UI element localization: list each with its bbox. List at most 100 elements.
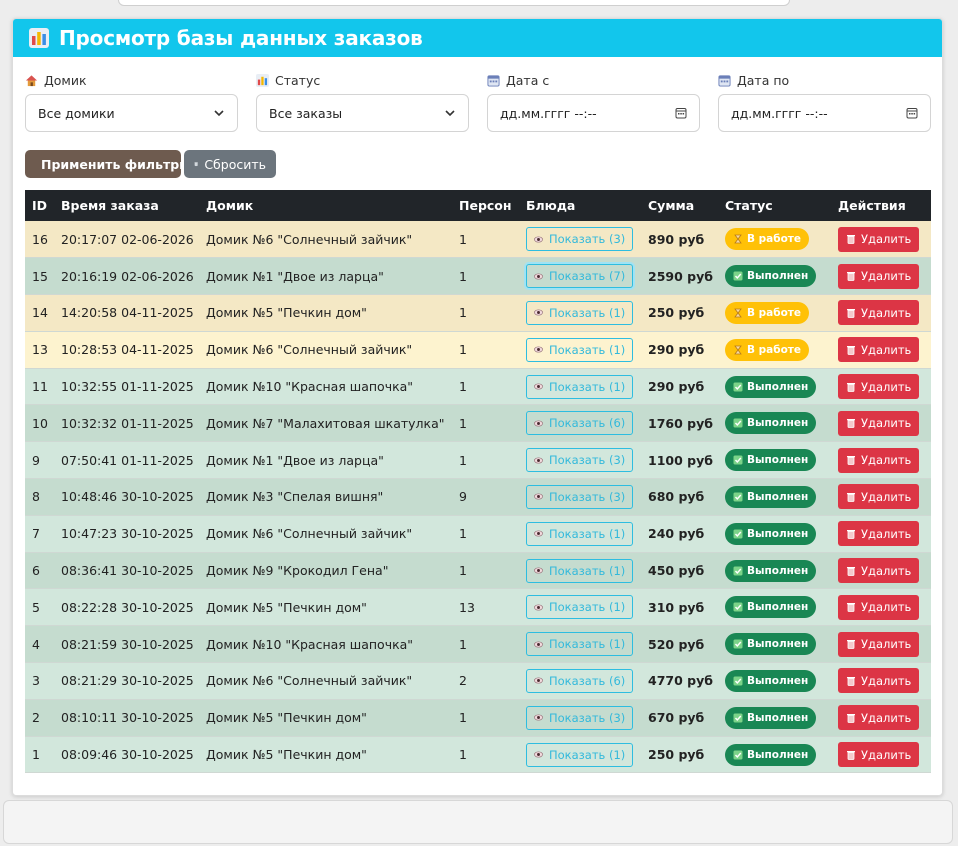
col-time: Время заказа <box>54 190 199 221</box>
delete-button[interactable]: Удалить <box>838 300 920 326</box>
trash-icon <box>847 713 855 723</box>
delete-button[interactable]: Удалить <box>838 447 920 473</box>
cell-time: 08:09:46 30-10-2025 <box>54 736 199 774</box>
date-from-input[interactable]: дд.мм.гггг --:-- <box>487 94 700 132</box>
cell-time: 10:32:32 01-11-2025 <box>54 404 199 443</box>
table-row: 10 10:32:32 01-11-2025 Домик №7 "Малахитов… <box>25 404 931 443</box>
table-row: 8 10:48:46 30-10-2025 Домик №3 "Спелая виш… <box>25 478 931 516</box>
trash-icon <box>847 529 855 539</box>
status-badge: В работе <box>725 338 810 361</box>
delete-button[interactable]: Удалить <box>838 631 920 657</box>
eye-icon <box>534 567 543 574</box>
cell-time: 08:36:41 30-10-2025 <box>54 552 199 590</box>
show-dishes-button[interactable]: Показать (1) <box>526 300 634 325</box>
delete-button[interactable]: Удалить <box>838 374 920 400</box>
cell-house: Домик №5 "Печкин дом" <box>199 294 452 332</box>
cell-id: 5 <box>25 588 54 627</box>
status-select-value: Все заказы <box>269 105 343 121</box>
delete-button[interactable]: Удалить <box>838 410 920 436</box>
show-dishes-button[interactable]: Показать (3) <box>526 484 634 509</box>
apply-filters-button[interactable]: Применить фильтры <box>25 150 190 178</box>
trash-icon <box>194 162 198 166</box>
house-select[interactable]: Все домики <box>25 94 238 132</box>
date-to-input[interactable]: дд.мм.гггг --:-- <box>718 94 931 132</box>
trash-icon <box>847 603 855 613</box>
cell-time: 08:21:59 30-10-2025 <box>54 625 199 664</box>
cell-status: Выполнен <box>718 404 831 443</box>
calendar-icon[interactable] <box>906 107 918 119</box>
cell-persons: 1 <box>452 441 519 480</box>
status-badge: Выполнен <box>725 412 817 435</box>
show-dishes-button[interactable]: Показать (1) <box>526 742 634 767</box>
delete-button[interactable]: Удалить <box>838 594 920 620</box>
status-badge: В работе <box>725 301 810 324</box>
delete-button[interactable]: Удалить <box>838 263 920 289</box>
show-dishes-label: Показать (1) <box>549 342 626 357</box>
delete-button[interactable]: Удалить <box>838 558 920 584</box>
cell-actions: Удалить <box>831 699 931 737</box>
date-from-placeholder: дд.мм.гггг --:-- <box>500 105 597 121</box>
status-badge: В работе <box>725 228 810 251</box>
check-icon <box>733 713 743 723</box>
show-dishes-button[interactable]: Показать (3) <box>526 705 634 730</box>
cell-actions: Удалить <box>831 515 931 553</box>
show-dishes-button[interactable]: Показать (1) <box>526 558 634 583</box>
trash-icon <box>847 345 855 355</box>
show-dishes-button[interactable]: Показать (1) <box>526 632 634 657</box>
show-dishes-label: Показать (3) <box>549 489 626 504</box>
cell-sum: 680 руб <box>641 478 718 516</box>
check-icon <box>733 602 743 612</box>
cell-time: 08:22:28 30-10-2025 <box>54 588 199 627</box>
filter-house-label: Домик <box>44 72 87 88</box>
show-dishes-button[interactable]: Показать (6) <box>526 411 634 436</box>
cell-id: 8 <box>25 478 54 516</box>
delete-button[interactable]: Удалить <box>838 521 920 547</box>
show-dishes-button[interactable]: Показать (1) <box>526 521 634 546</box>
delete-button[interactable]: Удалить <box>838 705 920 731</box>
cell-sum: 240 руб <box>641 515 718 553</box>
cell-house: Домик №3 "Спелая вишня" <box>199 478 452 516</box>
check-icon <box>733 382 743 392</box>
hourglass-icon <box>734 308 742 318</box>
cell-house: Домик №10 "Красная шапочка" <box>199 368 452 406</box>
show-dishes-button[interactable]: Показать (3) <box>526 227 634 252</box>
table-row: 7 10:47:23 30-10-2025 Домик №6 "Солнечный … <box>25 515 931 553</box>
show-dishes-button[interactable]: Показать (7) <box>526 264 634 289</box>
reset-button[interactable]: Сбросить <box>184 150 276 178</box>
cell-time: 10:48:46 30-10-2025 <box>54 478 199 516</box>
show-dishes-button[interactable]: Показать (1) <box>526 337 634 362</box>
delete-button[interactable]: Удалить <box>838 668 920 694</box>
delete-button[interactable]: Удалить <box>838 226 920 252</box>
table-row: 13 10:28:53 04-11-2025 Домик №6 "Солнечный… <box>25 331 931 369</box>
cell-actions: Удалить <box>831 331 931 369</box>
status-badge-label: Выполнен <box>747 638 809 651</box>
cell-id: 2 <box>25 699 54 737</box>
house-select-value: Все домики <box>38 105 115 121</box>
hourglass-icon <box>734 234 742 244</box>
status-select[interactable]: Все заказы <box>256 94 469 132</box>
status-badge: Выполнен <box>725 743 817 766</box>
cell-persons: 1 <box>452 294 519 332</box>
show-dishes-button[interactable]: Показать (1) <box>526 374 634 399</box>
show-dishes-button[interactable]: Показать (6) <box>526 668 634 693</box>
delete-button[interactable]: Удалить <box>838 337 920 363</box>
cell-actions: Удалить <box>831 478 931 516</box>
delete-label: Удалить <box>861 342 912 357</box>
show-dishes-label: Показать (1) <box>549 600 626 615</box>
show-dishes-label: Показать (7) <box>549 269 626 284</box>
cell-sum: 450 руб <box>641 552 718 590</box>
check-icon <box>733 529 743 539</box>
cell-house: Домик №6 "Солнечный зайчик" <box>199 662 452 700</box>
trash-icon <box>847 750 855 760</box>
col-persons: Персон <box>452 190 519 221</box>
cell-house: Домик №1 "Двое из ларца" <box>199 441 452 480</box>
cell-sum: 1760 руб <box>641 404 718 443</box>
delete-button[interactable]: Удалить <box>838 484 920 510</box>
calendar-icon[interactable] <box>675 107 687 119</box>
cell-dishes: Показать (1) <box>519 588 641 627</box>
delete-label: Удалить <box>861 305 912 320</box>
show-dishes-button[interactable]: Показать (3) <box>526 448 634 473</box>
delete-button[interactable]: Удалить <box>838 742 920 768</box>
show-dishes-button[interactable]: Показать (1) <box>526 595 634 620</box>
check-icon <box>733 492 743 502</box>
